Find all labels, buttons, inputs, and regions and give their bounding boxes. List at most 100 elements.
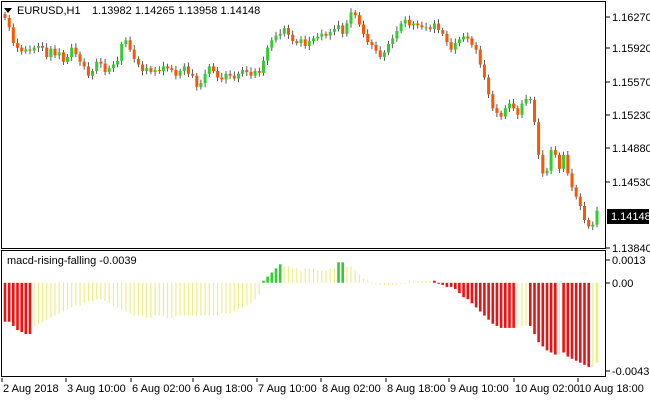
- price-tick: 1.14530: [612, 177, 650, 189]
- histogram-bar: [100, 282, 102, 300]
- price-pane[interactable]: [1, 1, 606, 249]
- histogram-bar: [142, 282, 144, 316]
- candle-body: [128, 40, 132, 50]
- candle-body: [141, 64, 145, 71]
- candle-body: [53, 48, 57, 56]
- histogram-bar: [129, 282, 131, 314]
- histogram-bar: [595, 282, 599, 363]
- candle-body: [316, 36, 320, 39]
- histogram-bar: [266, 276, 269, 283]
- candle-body: [245, 70, 249, 72]
- candle-body: [95, 61, 99, 71]
- histogram-bar: [483, 282, 486, 316]
- histogram-bar: [104, 282, 106, 302]
- histogram-bar: [312, 268, 315, 283]
- candle-body: [49, 48, 53, 58]
- histogram-bar: [20, 282, 23, 332]
- candle-body: [153, 70, 157, 72]
- histogram-bar: [325, 270, 327, 283]
- candle-body: [332, 29, 336, 32]
- histogram-bar: [58, 282, 60, 314]
- histogram-bar: [392, 282, 394, 285]
- candle-body: [487, 77, 491, 95]
- histogram-bar: [287, 266, 290, 283]
- histogram-bar: [429, 280, 431, 283]
- candle-body: [262, 60, 265, 73]
- candle-body: [524, 98, 528, 104]
- candle-body: [470, 38, 474, 45]
- triangle-down-icon[interactable]: [4, 8, 12, 13]
- histogram-bar: [441, 282, 444, 285]
- histogram-bar: [292, 268, 294, 283]
- candle-body: [232, 75, 236, 79]
- candle-body: [595, 210, 599, 225]
- candle-body: [57, 52, 61, 56]
- histogram-bar: [433, 280, 436, 283]
- candle-body: [282, 28, 286, 34]
- candle-body: [157, 70, 161, 72]
- histogram-bar: [41, 282, 44, 322]
- histogram-bar: [108, 282, 110, 304]
- histogram-bar: [425, 280, 427, 283]
- histogram-bar: [337, 262, 340, 283]
- candle-body: [378, 50, 382, 57]
- candle-body: [482, 64, 486, 78]
- histogram-bar: [270, 272, 274, 283]
- histogram-bar: [570, 282, 574, 359]
- candle-body: [357, 15, 361, 25]
- indicator-pane[interactable]: [1, 250, 606, 377]
- candle-body: [295, 41, 299, 44]
- candle-body: [453, 43, 457, 50]
- time-tick: 10 Aug 02:00: [515, 383, 580, 395]
- histogram-bar: [396, 282, 398, 285]
- time-tick: 3 Aug 10:00: [67, 383, 126, 395]
- histogram-bar: [466, 282, 470, 300]
- histogram-bar: [375, 282, 377, 284]
- histogram-bar: [579, 282, 582, 363]
- candle-body: [291, 34, 295, 42]
- candle-body: [149, 68, 153, 72]
- histogram-bar: [417, 280, 419, 283]
- candle-body: [241, 70, 245, 74]
- candle-body: [136, 58, 140, 65]
- histogram-bar: [167, 282, 169, 318]
- candle-body: [28, 49, 32, 51]
- candle-body: [70, 47, 74, 57]
- candle-body: [61, 52, 65, 62]
- candle-body: [74, 47, 78, 55]
- candle-body: [366, 33, 370, 43]
- histogram-bar: [117, 282, 119, 308]
- histogram-bar: [225, 282, 227, 314]
- candle-body: [537, 122, 541, 155]
- candle-body: [32, 47, 36, 51]
- ohlc-values: 1.13982 1.14265 1.13958 1.14148: [92, 5, 260, 17]
- histogram-bar: [96, 282, 98, 300]
- candle-body: [111, 64, 115, 69]
- candle-body: [107, 68, 111, 72]
- macd-histogram: [3, 262, 599, 367]
- histogram-bar: [162, 282, 164, 316]
- histogram-bar: [495, 282, 499, 326]
- histogram-bar: [367, 280, 369, 283]
- histogram-bar: [121, 282, 123, 310]
- histogram-bar: [296, 268, 298, 283]
- candle-body: [253, 71, 257, 76]
- price-tick: 1.15920: [612, 43, 650, 55]
- histogram-bar: [137, 282, 139, 316]
- histogram-bar: [46, 282, 48, 320]
- candle-body: [207, 66, 211, 74]
- histogram-bar: [50, 282, 52, 318]
- histogram-bar: [175, 282, 177, 316]
- histogram-bar: [321, 270, 323, 283]
- histogram-bar: [146, 282, 148, 318]
- histogram-bar: [3, 282, 7, 322]
- histogram-bar: [358, 274, 360, 283]
- candle-body: [578, 196, 582, 206]
- candle-body: [349, 12, 353, 24]
- candle-body: [558, 154, 561, 169]
- candle-body: [120, 44, 124, 61]
- histogram-bar: [458, 282, 461, 294]
- candle-body: [166, 66, 170, 69]
- price-tick: 1.15570: [612, 77, 650, 89]
